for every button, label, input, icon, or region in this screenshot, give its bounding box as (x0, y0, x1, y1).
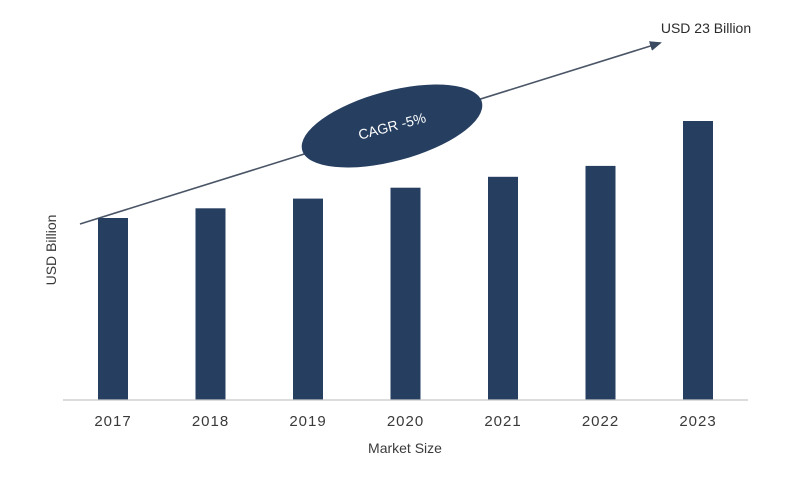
bar-2023 (683, 121, 713, 400)
bar-2020 (390, 187, 421, 400)
x-tick-2023: 2023 (679, 413, 716, 430)
end-value-label: USD 23 Billion (661, 20, 751, 36)
bar-2018 (195, 208, 226, 400)
x-tick-2022: 2022 (582, 413, 619, 430)
bar-2017 (98, 218, 128, 400)
bar-2022 (585, 165, 616, 400)
x-tick-2021: 2021 (484, 413, 521, 430)
cagr-ellipse (301, 84, 483, 168)
bar-2019 (293, 198, 323, 400)
bar-2021 (488, 176, 518, 400)
x-tick-2019: 2019 (289, 413, 326, 430)
x-axis-title: Market Size (368, 440, 442, 456)
x-tick-2020: 2020 (387, 413, 424, 430)
x-tick-2017: 2017 (94, 413, 131, 430)
bars-group (98, 121, 713, 400)
x-tick-2018: 2018 (192, 413, 229, 430)
cagr-badge: CAGR -5% (301, 84, 483, 168)
y-axis-title: USD Billion (43, 215, 59, 286)
x-tick-labels: 2017 2018 2019 2020 2021 2022 2023 (94, 413, 716, 430)
